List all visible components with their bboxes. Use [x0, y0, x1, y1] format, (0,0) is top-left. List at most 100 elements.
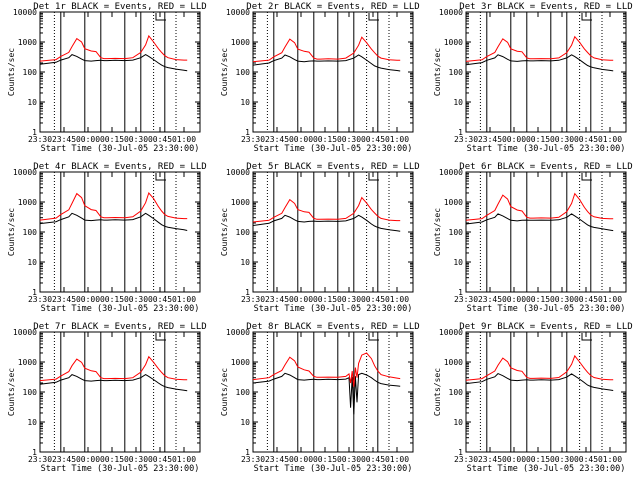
panel-title: Det 1r BLACK = Events, RED = LLD — [33, 2, 206, 12]
xtick-label: 01:00 — [385, 455, 409, 464]
ytick-label: 1000 — [444, 198, 463, 207]
ytick-label: 10000 — [13, 168, 37, 177]
xtick-label: 23:30 — [241, 135, 265, 144]
y-axis-label: Counts/sec — [220, 208, 229, 256]
xtick-label: 00:45 — [574, 295, 598, 304]
xtick-label: 00:45 — [148, 455, 172, 464]
ytick-label: 100 — [23, 388, 38, 397]
panel-det-3: Det 3r BLACK = Events, RED = LLD 1 10 100 10… — [433, 2, 633, 154]
events-series — [252, 54, 401, 72]
events-series — [465, 213, 614, 232]
x-axis-label: Start Time (30-Jul-05 23:30:00) — [254, 464, 413, 474]
xtick-label: 23:30 — [454, 135, 478, 144]
xtick-label: 01:00 — [598, 455, 622, 464]
y-axis-label: Counts/sec — [7, 48, 16, 96]
ytick-label: 1 — [458, 128, 463, 137]
ytick-label: 1 — [458, 448, 463, 457]
panel-title: Det 6r BLACK = Events, RED = LLD — [459, 162, 632, 172]
ytick-label: 100 — [23, 228, 38, 237]
xtick-label: 00:15 — [100, 295, 124, 304]
legend-marker — [368, 13, 379, 21]
xtick-label: 00:30 — [124, 135, 148, 144]
xtick-label: 00:00 — [289, 135, 313, 144]
xtick-label: 01:00 — [385, 295, 409, 304]
lld-series — [252, 196, 401, 223]
ytick-label: 10 — [240, 418, 250, 427]
xtick-label: 00:30 — [124, 295, 148, 304]
xtick-label: 00:15 — [526, 135, 550, 144]
ytick-label: 1000 — [231, 198, 250, 207]
panel-title: Det 8r BLACK = Events, RED = LLD — [246, 322, 419, 332]
xtick-label: 23:30 — [241, 455, 265, 464]
ytick-label: 10 — [240, 98, 250, 107]
xtick-label: 00:30 — [550, 455, 574, 464]
panel-title: Det 4r BLACK = Events, RED = LLD — [33, 162, 206, 172]
legend-marker — [368, 173, 379, 181]
legend-marker — [581, 173, 592, 181]
ytick-label: 100 — [449, 388, 464, 397]
ytick-label: 10 — [453, 418, 463, 427]
xtick-label: 00:30 — [337, 135, 361, 144]
ytick-label: 1000 — [18, 198, 37, 207]
xtick-label: 23:30 — [454, 295, 478, 304]
xtick-label: 01:00 — [598, 295, 622, 304]
ytick-label: 100 — [236, 388, 251, 397]
ytick-label: 10000 — [226, 8, 250, 17]
ytick-label: 10 — [453, 258, 463, 267]
ytick-label: 10 — [27, 258, 37, 267]
events-series — [39, 54, 188, 72]
ytick-label: 100 — [449, 68, 464, 77]
ytick-label: 1 — [32, 128, 37, 137]
ytick-label: 1 — [458, 288, 463, 297]
panel-title: Det 2r BLACK = Events, RED = LLD — [246, 2, 419, 12]
ytick-label: 10000 — [439, 328, 463, 337]
y-axis-label: Counts/sec — [433, 208, 442, 256]
ytick-label: 1 — [32, 448, 37, 457]
xtick-label: 00:45 — [361, 295, 385, 304]
legend-marker — [155, 173, 166, 181]
y-axis-label: Counts/sec — [7, 208, 16, 256]
events-series — [39, 374, 188, 392]
x-axis-label: Start Time (30-Jul-05 23:30:00) — [254, 304, 413, 314]
lld-series — [465, 35, 614, 62]
ytick-label: 10 — [240, 258, 250, 267]
legend-marker — [581, 333, 592, 341]
xtick-label: 01:00 — [598, 135, 622, 144]
xtick-label: 00:45 — [574, 455, 598, 464]
xtick-label: 23:45 — [52, 135, 76, 144]
ytick-label: 10000 — [13, 8, 37, 17]
xtick-label: 00:45 — [361, 455, 385, 464]
ytick-label: 10 — [27, 98, 37, 107]
xtick-label: 00:00 — [76, 455, 100, 464]
ytick-label: 10000 — [226, 328, 250, 337]
xtick-label: 00:15 — [313, 295, 337, 304]
xtick-label: 00:15 — [526, 455, 550, 464]
xtick-label: 01:00 — [172, 295, 196, 304]
ytick-label: 10000 — [13, 328, 37, 337]
lld-series — [39, 192, 188, 221]
y-axis-label: Counts/sec — [7, 368, 16, 416]
ytick-label: 10000 — [226, 168, 250, 177]
xtick-label: 23:45 — [265, 295, 289, 304]
panel-det-4: Det 4r BLACK = Events, RED = LLD 1 10 100 10… — [7, 162, 207, 314]
y-axis-label: Counts/sec — [220, 48, 229, 96]
panel-title: Det 3r BLACK = Events, RED = LLD — [459, 2, 632, 12]
ytick-label: 1 — [245, 128, 250, 137]
ytick-label: 1000 — [444, 38, 463, 47]
xtick-label: 23:30 — [28, 295, 52, 304]
ytick-label: 1000 — [444, 358, 463, 367]
events-series — [465, 54, 614, 72]
ytick-label: 1000 — [231, 38, 250, 47]
xtick-label: 00:00 — [502, 455, 526, 464]
lld-series — [252, 36, 401, 63]
xtick-label: 00:45 — [148, 135, 172, 144]
ytick-label: 1000 — [18, 38, 37, 47]
ytick-label: 10000 — [439, 168, 463, 177]
xtick-label: 00:30 — [550, 135, 574, 144]
xtick-label: 00:15 — [313, 455, 337, 464]
xtick-label: 00:00 — [289, 295, 313, 304]
events-series — [252, 214, 401, 232]
xtick-label: 00:15 — [313, 135, 337, 144]
xtick-label: 00:30 — [550, 295, 574, 304]
